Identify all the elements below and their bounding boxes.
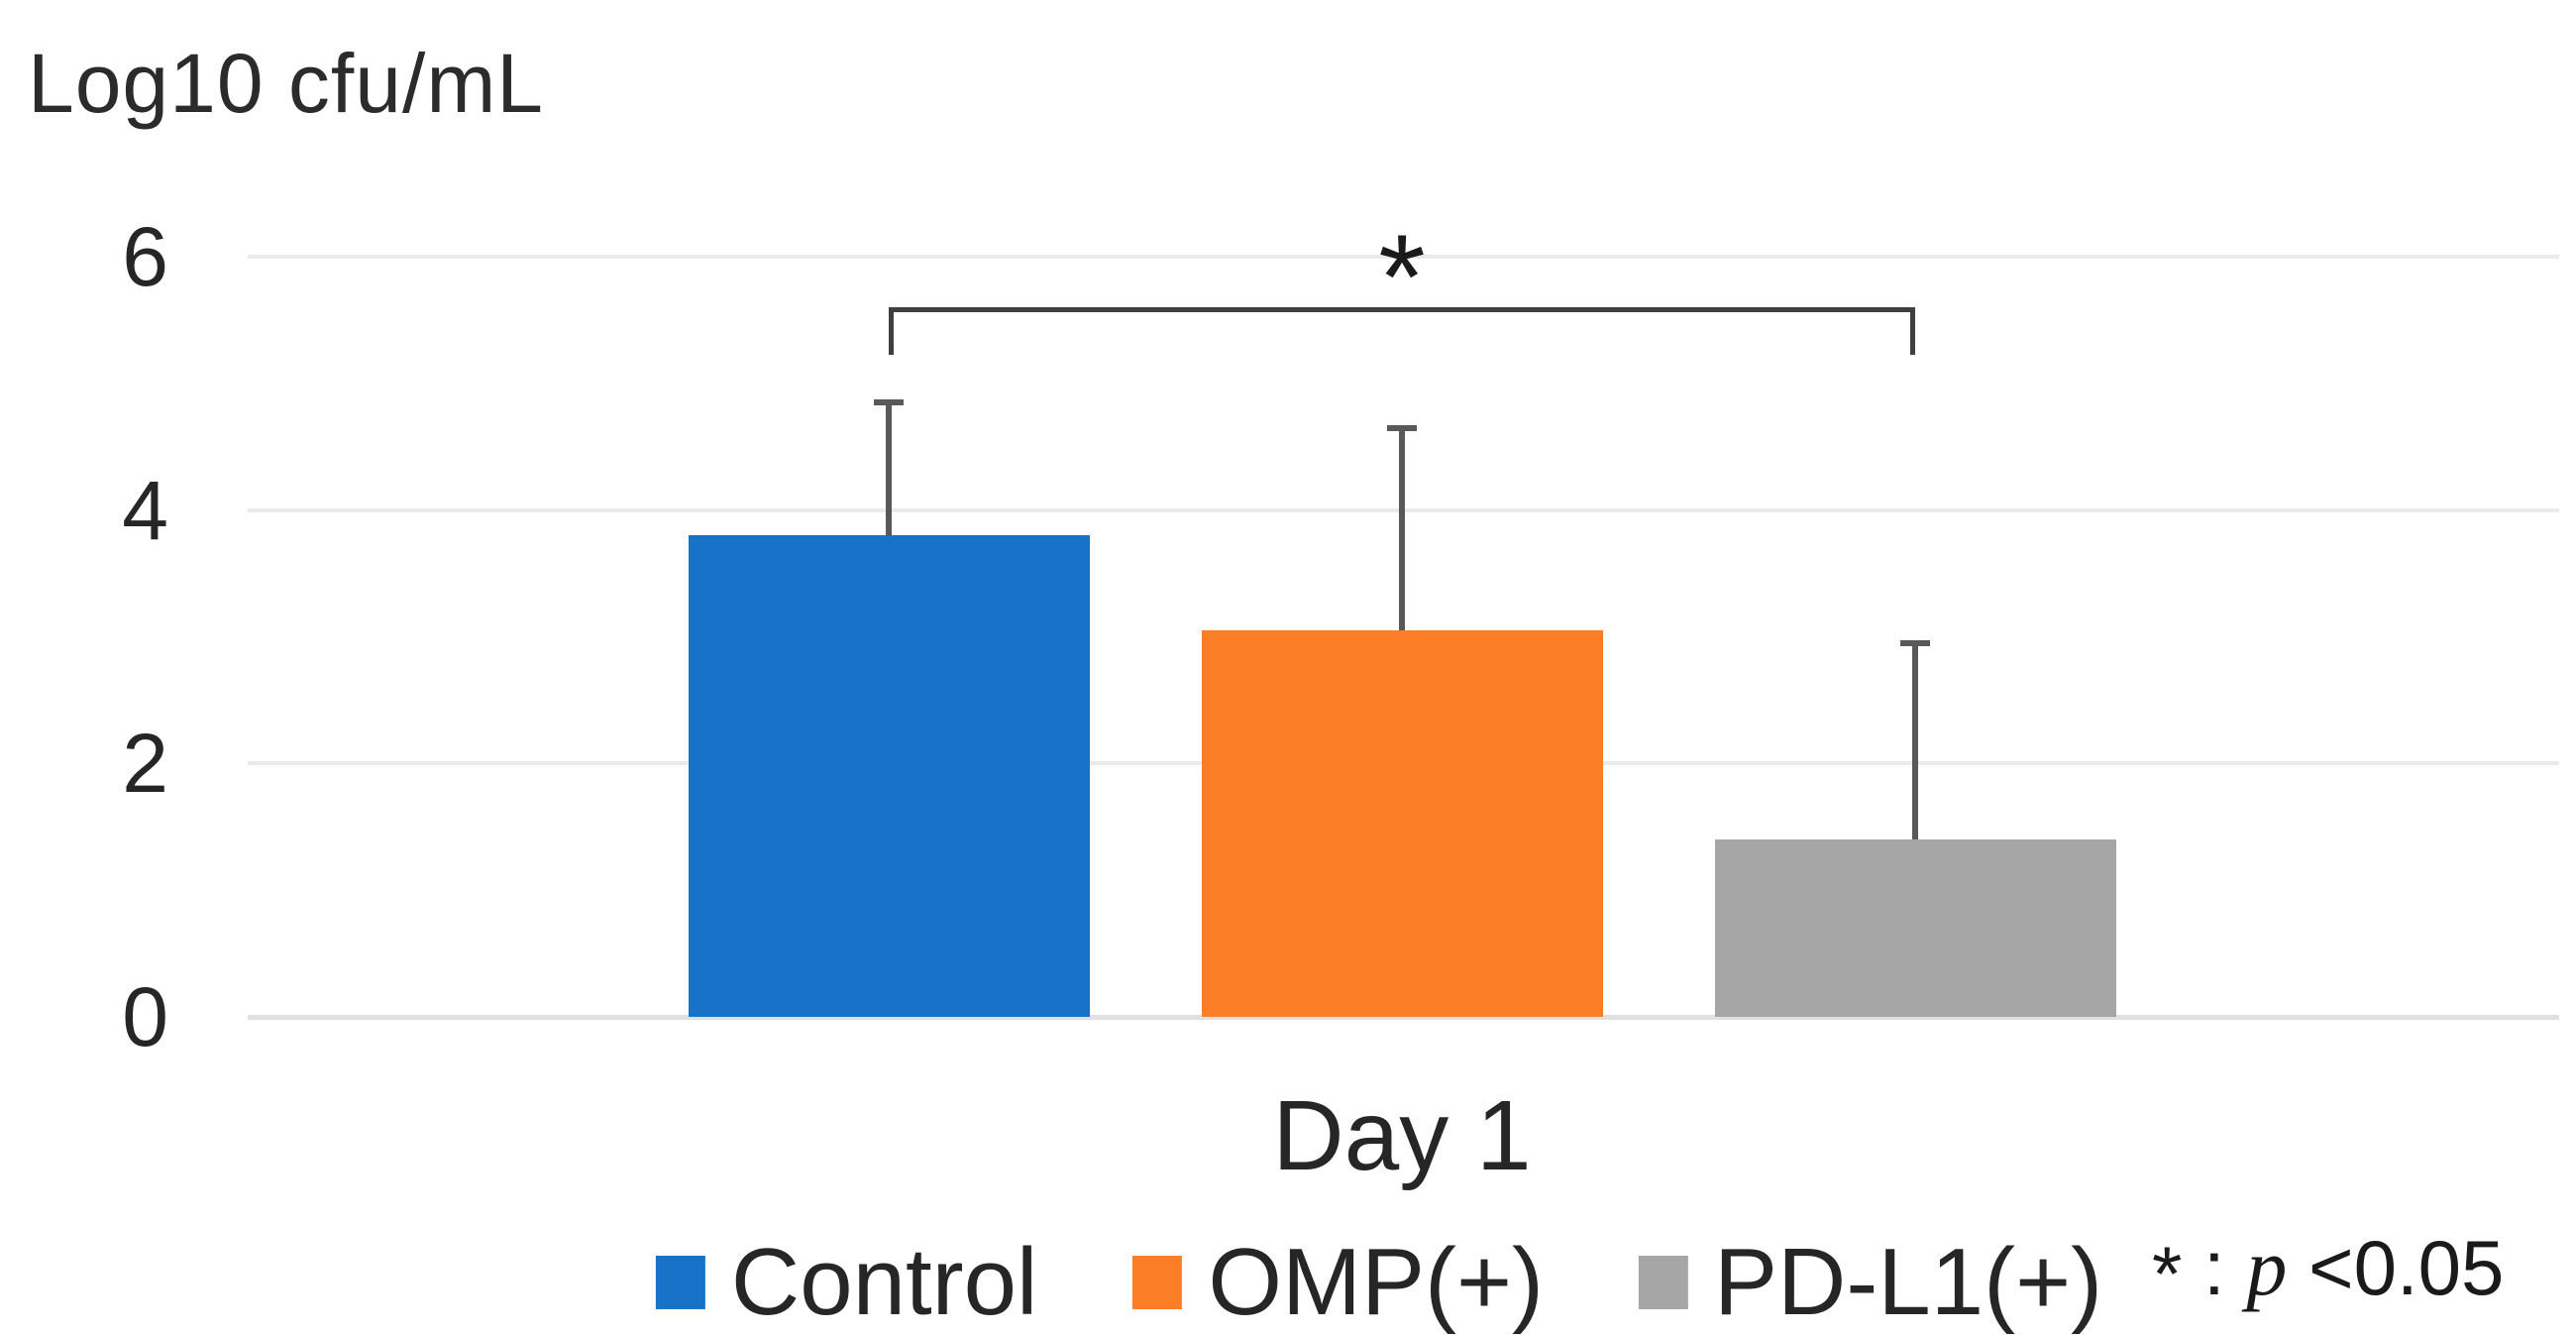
p-note-threshold: <0.05 [2287,1224,2505,1311]
error-bar-cap-2 [1900,639,1930,646]
legend-swatch-icon [1132,1256,1183,1309]
gridline-0 [248,1014,2559,1020]
bar-omp- [1201,630,1603,1017]
error-bar-cap-0 [874,399,904,405]
p-note-p-symbol: p [2246,1222,2288,1312]
legend-label: Control [730,1229,1038,1335]
error-bar-line-1 [1399,427,1405,631]
p-note-asterisk: * [2152,1230,2183,1317]
significance-asterisk: * [1378,209,1426,344]
y-tick-label-6: 6 [122,210,168,303]
bar-pd-l1- [1714,839,2116,1017]
legend-item-omp-: OMP(+) [1132,1235,1544,1330]
legend: Control OMP(+) PD-L1(+) [655,1229,2102,1335]
legend-item-pd-l1-: PD-L1(+) [1639,1235,2102,1330]
significance-bracket-tick-right [1910,307,1915,355]
gridline-6 [248,255,2559,259]
legend-label: PD-L1(+) [1714,1229,2103,1335]
y-tick-label-2: 2 [122,717,168,811]
legend-swatch-icon [1639,1256,1689,1309]
error-bar-cap-1 [1387,424,1417,431]
x-axis-category-label: Day 1 [1272,1080,1532,1191]
error-bar-line-2 [1912,642,1918,840]
p-note-separator: : [2182,1224,2247,1311]
error-bar-line-0 [886,402,892,536]
y-axis-unit-label: Log10 cfu/mL [28,37,545,130]
legend-item-control: Control [655,1229,1038,1335]
significance-bracket-horizontal [889,307,1915,312]
p-value-note: * : p <0.05 [2152,1224,2505,1313]
bar-control [688,535,1090,1017]
legend-swatch-icon [655,1256,705,1309]
legend-label: OMP(+) [1208,1229,1545,1335]
y-tick-label-0: 0 [122,970,168,1063]
significance-bracket-tick-left [889,307,894,355]
y-tick-label-4: 4 [122,463,168,557]
